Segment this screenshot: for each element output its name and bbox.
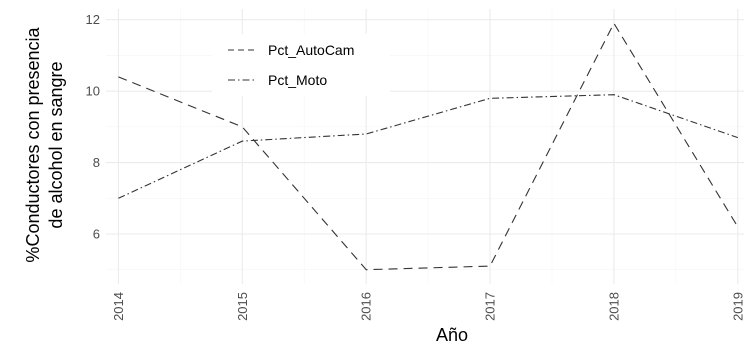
x-tick-label: 2018 bbox=[606, 292, 621, 321]
series-line-pct-autocam bbox=[118, 22, 739, 271]
x-axis-ticks: 2014 2015 2016 2017 2018 2019 bbox=[111, 292, 745, 321]
y-tick-label: 10 bbox=[86, 84, 100, 99]
legend-label-pct-moto: Pct_Moto bbox=[268, 72, 327, 88]
y-axis-title-line-2: de alcohol en sangre bbox=[46, 61, 66, 228]
x-tick-label: 2016 bbox=[359, 292, 374, 321]
series-lines bbox=[118, 22, 739, 271]
y-tick-label: 6 bbox=[93, 227, 100, 242]
y-tick-label: 12 bbox=[86, 12, 100, 27]
x-tick-label: 2014 bbox=[111, 292, 126, 321]
x-tick-label: 2015 bbox=[235, 292, 250, 321]
grid bbox=[106, 9, 744, 284]
legend-label-pct-autocam: Pct_AutoCam bbox=[268, 42, 354, 58]
series-line-pct-moto bbox=[118, 94, 738, 199]
y-axis-ticks: 6 8 10 12 bbox=[86, 12, 100, 241]
x-tick-label: 2017 bbox=[483, 292, 498, 321]
x-tick-label: 2019 bbox=[730, 292, 745, 321]
y-tick-label: 8 bbox=[93, 155, 100, 170]
x-axis-title: Año bbox=[436, 325, 468, 345]
y-axis-title-line-1: %Conductores con presencia bbox=[23, 26, 43, 262]
legend: Pct_AutoCam Pct_Moto bbox=[212, 34, 390, 96]
legend-background bbox=[212, 34, 390, 96]
